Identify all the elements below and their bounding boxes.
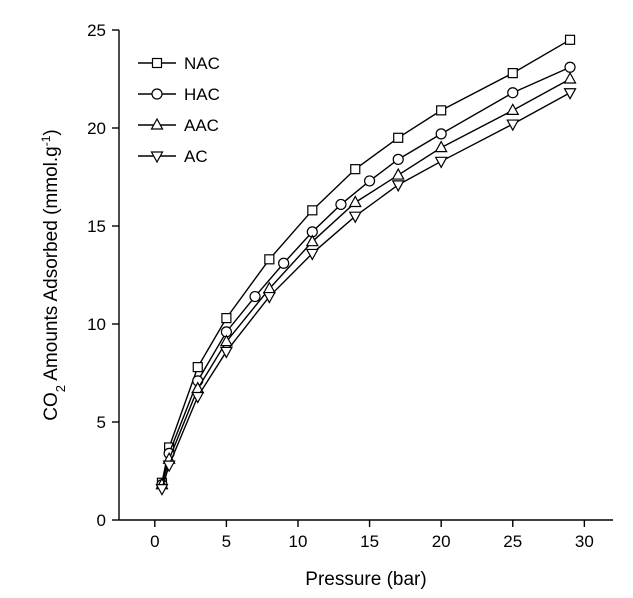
legend-item-hac: HAC — [138, 85, 220, 104]
data-point-ac — [162, 460, 176, 473]
data-point-aac — [391, 167, 405, 180]
legend-label-hac: HAC — [184, 85, 220, 104]
data-point-ac — [305, 248, 319, 261]
data-point-nac — [436, 105, 447, 116]
data-point-ac — [563, 88, 577, 100]
data-point-nac — [192, 362, 203, 373]
legend-marker-ac — [150, 151, 164, 164]
x-tick-label: 20 — [432, 532, 451, 551]
data-point-hac — [564, 61, 576, 73]
chart-legend: NAC HAC AAC AC — [138, 54, 220, 166]
data-point-ac — [391, 180, 405, 193]
data-point-nac — [393, 132, 404, 143]
legend-label-aac: AAC — [184, 116, 219, 135]
legend-item-ac: AC — [138, 147, 208, 166]
data-point-nac — [564, 34, 576, 45]
y-tick-label: 5 — [97, 413, 106, 432]
legend-label-nac: NAC — [184, 54, 220, 73]
series-line-hac — [161, 66, 571, 485]
data-point-hac — [435, 128, 447, 140]
data-point-nac — [307, 205, 318, 216]
legend-label-ac: AC — [184, 147, 208, 166]
legend-marker-nac — [151, 57, 163, 69]
legend-marker-aac — [150, 117, 164, 130]
data-point-nac — [264, 254, 275, 265]
data-point-hac — [363, 175, 376, 187]
series-line-aac — [161, 78, 571, 485]
data-point-aac — [563, 71, 577, 84]
data-point-aac — [348, 195, 362, 208]
x-tick-label: 0 — [150, 532, 159, 551]
data-point-hac — [335, 198, 347, 211]
y-axis-title-mid: Amounts Adsorbed (mmol.g — [41, 146, 62, 385]
y-tick-label: 20 — [87, 119, 106, 138]
x-tick-label: 15 — [360, 532, 379, 551]
y-tick-label: 10 — [87, 315, 106, 334]
data-point-hac — [278, 257, 290, 269]
data-point-hac — [249, 290, 261, 303]
y-axis-title-post: ) — [41, 129, 62, 135]
data-point-ac — [506, 119, 520, 132]
series-line-ac — [161, 92, 571, 489]
data-point-aac — [434, 140, 448, 153]
y-axis-title-sub: 2 — [53, 385, 68, 392]
chart-axes: 0 5 10 15 20 25 30 0 5 10 15 20 25 — [87, 21, 613, 551]
legend-marker-hac — [151, 88, 163, 100]
data-point-ac — [155, 484, 169, 496]
legend-item-nac: NAC — [138, 54, 220, 73]
data-point-hac — [392, 153, 404, 165]
data-point-nac — [507, 68, 518, 79]
data-point-nac — [350, 164, 361, 175]
x-tick-label: 25 — [503, 532, 522, 551]
data-point-nac — [221, 313, 232, 324]
chart-series — [155, 34, 577, 496]
y-tick-label: 25 — [87, 21, 106, 40]
data-point-ac — [262, 291, 276, 304]
data-point-aac — [305, 234, 319, 247]
data-point-ac — [191, 391, 205, 404]
x-tick-label: 30 — [575, 532, 594, 551]
x-axis-title: Pressure (bar) — [305, 569, 426, 590]
data-point-ac — [348, 211, 362, 224]
series-nac — [156, 34, 576, 488]
series-ac — [155, 88, 577, 496]
series-line-nac — [161, 39, 571, 483]
data-point-ac — [434, 156, 448, 169]
y-axis-title-sup: -1 — [39, 135, 53, 146]
y-tick-label: 15 — [87, 217, 106, 236]
x-tick-label: 10 — [289, 532, 308, 551]
x-tick-label: 5 — [222, 532, 231, 551]
data-point-hac — [507, 87, 519, 99]
data-point-aac — [506, 103, 520, 115]
data-point-ac — [219, 346, 233, 359]
legend-item-aac: AAC — [138, 116, 219, 135]
y-axis-title: CO2 Amounts Adsorbed (mmol.g-1) — [39, 129, 68, 420]
y-tick-label: 0 — [97, 511, 106, 530]
series-aac — [155, 71, 577, 490]
data-point-aac — [219, 334, 233, 347]
y-axis-title-pre: CO — [41, 392, 62, 421]
